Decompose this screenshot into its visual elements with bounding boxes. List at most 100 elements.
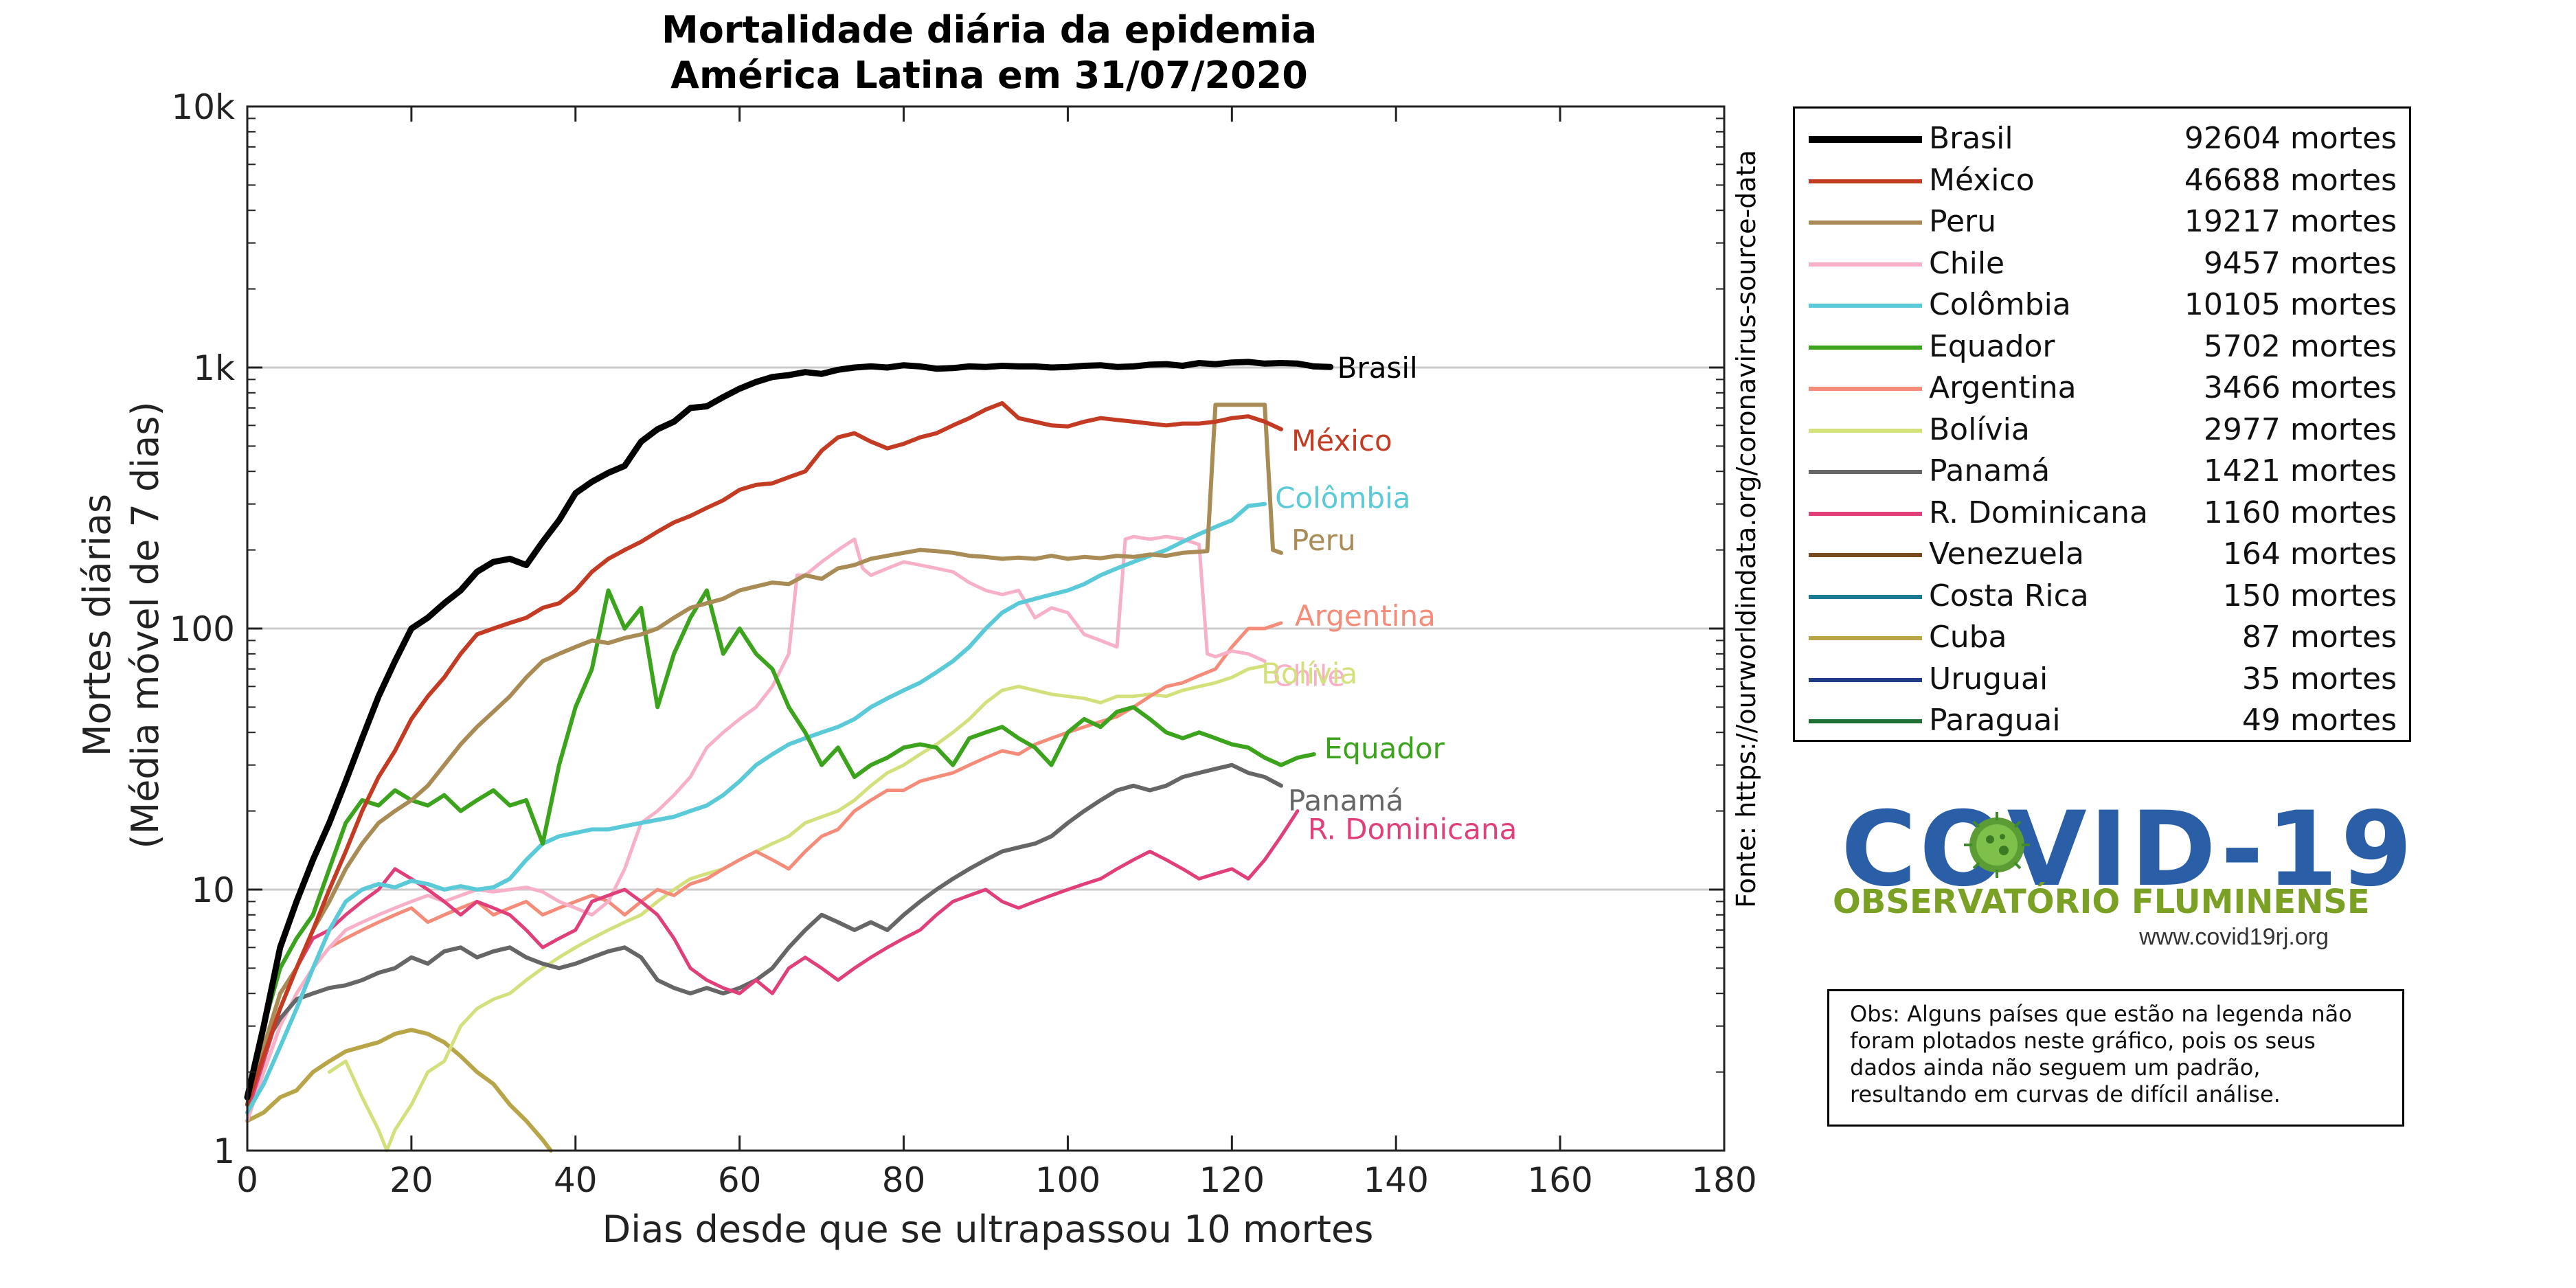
legend-entry-México: México 46688 mortes (1795, 160, 2409, 201)
logo-subtitle: OBSERVATÓRIO FLUMINENSE (1833, 883, 2370, 921)
legend-country-name: Peru (1929, 204, 1997, 239)
legend-entry-Bolívia: Bolívia 2977 mortes (1795, 409, 2409, 451)
legend-deaths-count: 49 mortes (2241, 703, 2397, 738)
note-line-1: Obs: Alguns países que estão na legenda … (1850, 1001, 2352, 1027)
legend-deaths-count: 3466 mortes (2203, 370, 2397, 405)
legend-deaths-count: 9457 mortes (2203, 245, 2397, 281)
legend-swatch (1809, 262, 1922, 267)
legend-country-name: Venezuela (1929, 536, 2084, 572)
series-line-México (245, 400, 1283, 1107)
x-tick-label: 140 (1364, 1160, 1429, 1200)
curve-label-Colômbia: Colômbia (1275, 482, 1410, 515)
legend-country-name: México (1929, 162, 2035, 198)
legend-deaths-count: 10105 mortes (2184, 287, 2397, 322)
series-lines (244, 359, 1334, 1153)
legend-entry-Chile: Chile 9457 mortes (1795, 243, 2409, 284)
x-tick-label: 160 (1527, 1160, 1592, 1200)
x-tick-label: 80 (882, 1160, 926, 1200)
series-line-Bolívia (327, 664, 1267, 1153)
legend-country-name: Uruguai (1929, 661, 2048, 697)
series-line-R. Dominicana (245, 809, 1300, 1114)
legend-deaths-count: 150 mortes (2222, 578, 2397, 613)
y-axis-label-line-2: (Média móvel de 7 dias) (124, 401, 167, 848)
legend-entry-Panamá: Panamá 1421 mortes (1795, 451, 2409, 492)
note-line-4: resultando em curvas de difícil análise. (1850, 1081, 2281, 1107)
legend-entry-Cuba: Cuba 87 mortes (1795, 617, 2409, 658)
legend-country-name: Argentina (1929, 370, 2077, 405)
legend-swatch (1809, 304, 1922, 308)
legend-entry-R. Dominicana: R. Dominicana 1160 mortes (1795, 493, 2409, 534)
axes: 1 10 100 1k 10k 0 20 40 60 80 100 120 140 160 180 (170, 87, 1757, 1200)
legend-swatch (1809, 719, 1922, 723)
legend-entry-Colômbia: Colômbia 10105 mortes (1795, 284, 2409, 326)
x-tick-label: 100 (1035, 1160, 1100, 1200)
legend-country-name: Paraguai (1929, 703, 2061, 738)
legend-country-name: Bolívia (1929, 411, 2030, 447)
legend-swatch (1809, 345, 1922, 350)
y-tick-label: 10k (171, 87, 235, 127)
legend-deaths-count: 2977 mortes (2203, 411, 2397, 447)
curve-label-Brasil: Brasil (1337, 351, 1418, 385)
x-tick-label: 60 (718, 1160, 762, 1200)
legend-country-name: Costa Rica (1929, 578, 2089, 613)
legend-country-name: R. Dominicana (1929, 495, 2148, 530)
legend-country-name: Equador (1929, 328, 2055, 364)
source-note: Fonte: https://ourworldindata.org/corona… (1731, 150, 1761, 908)
legend-deaths-count: 92604 mortes (2184, 121, 2397, 156)
curve-label-Chile: Chile (1273, 659, 1345, 692)
legend-deaths-count: 35 mortes (2241, 661, 2397, 697)
legend-entry-Equador: Equador 5702 mortes (1795, 326, 2409, 368)
logo-url: www.covid19rj.org (2139, 924, 2329, 950)
x-tick-label: 120 (1199, 1160, 1265, 1200)
legend-deaths-count: 1160 mortes (2203, 495, 2397, 530)
legend-swatch (1809, 594, 1922, 599)
legend-deaths-count: 1421 mortes (2203, 453, 2397, 488)
legend-entry-Peru: Peru 19217 mortes (1795, 201, 2409, 242)
virus-icon (1964, 812, 2030, 878)
curve-label-Bolívia: Bolívia (1261, 657, 1357, 690)
chart-title-line-2: América Latina em 31/07/2020 (670, 54, 1308, 97)
series-line-Panamá (245, 762, 1283, 1107)
x-tick-label: 20 (389, 1160, 433, 1200)
legend: Brasil 92604 mortes México 46688 mortes Peru… (1793, 106, 2411, 742)
note-line-2: foram plotados neste gráfico, pois os se… (1850, 1028, 2316, 1054)
legend-deaths-count: 46688 mortes (2184, 162, 2397, 198)
x-tick-label: 40 (554, 1160, 598, 1200)
y-tick-label: 100 (170, 609, 235, 649)
observation-note: Obs: Alguns países que estão na legenda … (1827, 989, 2404, 1127)
y-tick-label: 10 (191, 870, 235, 910)
legend-entry-Uruguai: Uruguai 35 mortes (1795, 659, 2409, 700)
legend-deaths-count: 5702 mortes (2203, 328, 2397, 364)
legend-deaths-count: 19217 mortes (2184, 204, 2397, 239)
legend-entry-Brasil: Brasil 92604 mortes (1795, 118, 2409, 159)
legend-swatch (1809, 636, 1922, 640)
legend-country-name: Colômbia (1929, 287, 2071, 322)
y-tick-label: 1k (193, 348, 235, 388)
chart: 1 10 100 1k 10k 0 20 40 60 80 100 120 140 160 180 Bras… (76, 8, 1761, 1251)
legend-deaths-count: 87 mortes (2241, 620, 2397, 655)
y-tick-label: 1 (213, 1131, 235, 1171)
legend-deaths-count: 164 mortes (2222, 536, 2397, 572)
series-line-Colômbia (245, 501, 1267, 1115)
legend-swatch (1809, 677, 1922, 682)
series-line-Chile (245, 534, 1267, 1123)
legend-country-name: Cuba (1929, 620, 2007, 655)
y-axis-label-line-1: Mortes diárias (76, 494, 119, 756)
legend-entry-Paraguai: Paraguai 49 mortes (1795, 700, 2409, 741)
series-line-Brasil (244, 359, 1334, 1100)
x-axis-label: Dias desde que se ultrapassou 10 mortes (602, 1208, 1374, 1251)
legend-entry-Argentina: Argentina 3466 mortes (1795, 368, 2409, 409)
legend-swatch (1809, 179, 1922, 183)
legend-swatch (1809, 428, 1922, 433)
legend-swatch (1809, 470, 1922, 474)
series-line-Peru (245, 403, 1283, 1107)
curve-label-Panamá: Panamá (1288, 784, 1403, 817)
legend-entry-Venezuela: Venezuela 164 mortes (1795, 534, 2409, 575)
legend-swatch (1809, 511, 1922, 516)
x-tick-label: 0 (236, 1160, 258, 1200)
curve-label-México: México (1291, 424, 1392, 457)
curve-labels: Brasil México Peru Chile Colômbia Equador Arge… (1261, 351, 1517, 846)
legend-swatch (1809, 553, 1922, 557)
legend-swatch (1809, 387, 1922, 391)
legend-swatch (1809, 136, 1922, 143)
